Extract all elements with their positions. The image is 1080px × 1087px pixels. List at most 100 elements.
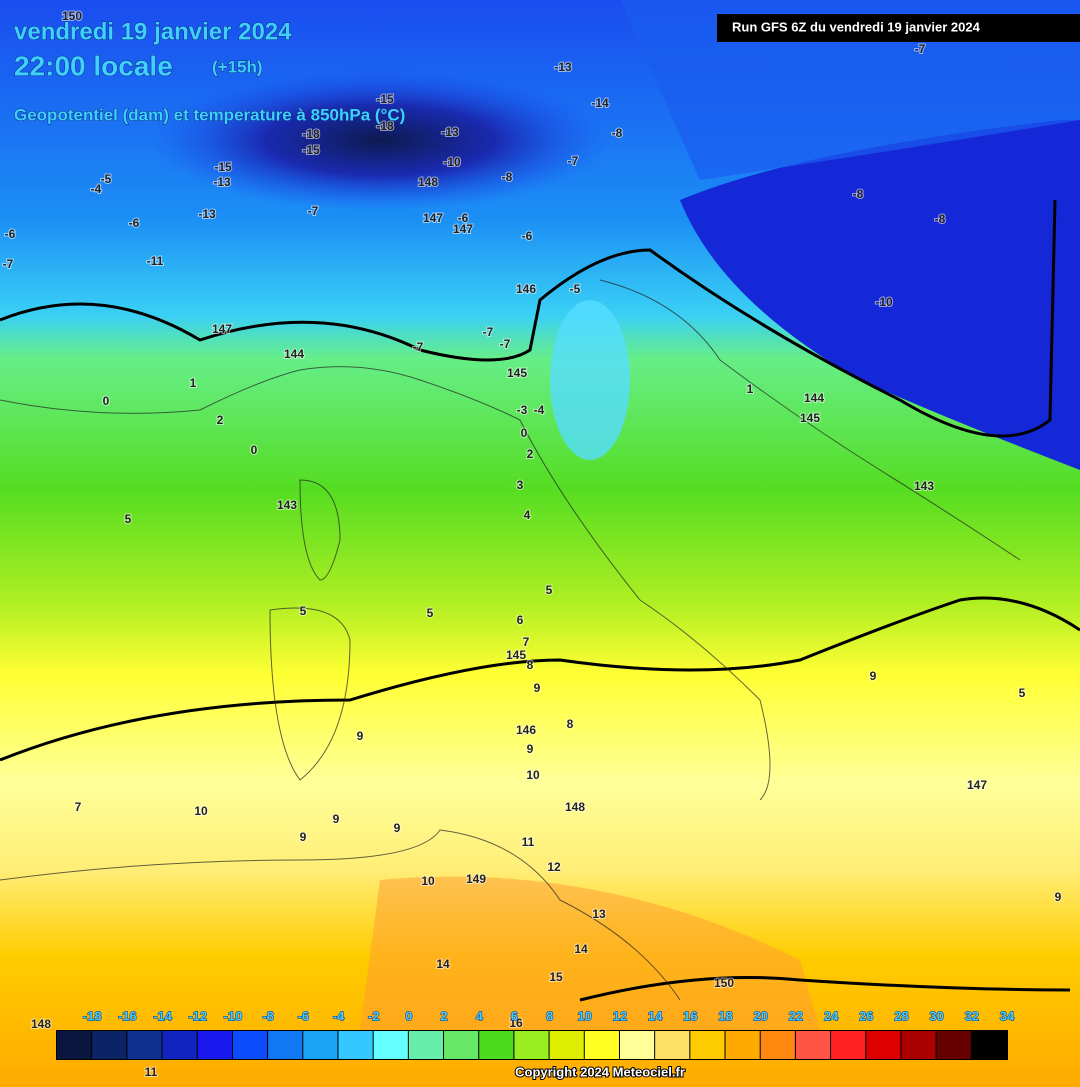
contour-label: 9 (527, 742, 534, 756)
contour-label: -8 (853, 187, 864, 201)
warm-area (360, 876, 820, 1030)
contour-label: -15 (376, 92, 394, 106)
colorbar-label: 16 (683, 1008, 697, 1023)
colorbar-cell (584, 1031, 619, 1059)
mild-area (550, 300, 630, 460)
coastline (0, 366, 771, 801)
contour-label: 5 (546, 583, 553, 597)
contour-label: 10 (421, 874, 435, 888)
contour-label: 148 (31, 1017, 51, 1031)
colorbar-label: 8 (546, 1008, 553, 1023)
isohypse (0, 199, 1057, 438)
colorbar-cell (92, 1031, 127, 1059)
contour-label: -7 (915, 42, 926, 56)
contour-label: 150 (714, 976, 734, 990)
contour-label: 143 (277, 498, 297, 512)
contour-label: -5 (101, 172, 112, 186)
colorbar-cell (760, 1031, 795, 1059)
contour-label: 1 (190, 376, 197, 390)
colorbar-cell (866, 1031, 901, 1059)
contour-label: 9 (394, 821, 401, 835)
contour-label: -4 (91, 182, 102, 196)
coastline (269, 607, 351, 781)
subtitle: Geopotentiel (dam) et temperature à 850h… (14, 105, 405, 124)
contour-label: 9 (870, 669, 877, 683)
copyright: Copyright 2024 Meteociel.fr (515, 1064, 685, 1079)
contour-label: -13 (441, 125, 459, 139)
isohypse (579, 976, 1071, 1002)
contour-label: 147 (967, 778, 987, 792)
contour-label: -10 (443, 155, 461, 169)
coastlines (0, 279, 1021, 1001)
cold-area (620, 0, 1080, 180)
colorbar-cell (971, 1031, 1006, 1059)
contour-label: 16 (509, 1016, 523, 1030)
run-box (717, 14, 1080, 42)
colorbar-label: 34 (1000, 1008, 1015, 1023)
colorbar-label: 4 (476, 1008, 484, 1023)
colorbar-label: 2 (440, 1008, 447, 1023)
contour-label: 14 (574, 942, 588, 956)
contour-label: 15 (549, 970, 563, 984)
contour-label: -5 (570, 282, 581, 296)
colorbar-cell (549, 1031, 584, 1059)
contour-label: 0 (251, 443, 258, 457)
colorbar-cell (127, 1031, 162, 1059)
contour-label: 11 (145, 1065, 158, 1079)
contour-label: 14 (436, 957, 450, 971)
run-label: Run GFS 6Z du vendredi 19 janvier 2024 (732, 19, 981, 34)
contour-label: -13 (213, 175, 231, 189)
contour-label: -7 (568, 154, 579, 168)
contour-label: -15 (302, 143, 320, 157)
contour-label: 9 (357, 729, 364, 743)
contour-label: 10 (194, 804, 208, 818)
colorbar-cell (514, 1031, 549, 1059)
contour-label: 7 (75, 800, 82, 814)
contour-label: -6 (458, 211, 469, 225)
contour-label: -7 (308, 204, 319, 218)
colorbar-cell (268, 1031, 303, 1059)
contour-label: 2 (217, 413, 224, 427)
colorbar-cell (57, 1031, 92, 1059)
contour-label: -8 (502, 170, 513, 184)
contour-label: 145 (800, 411, 820, 425)
contour-label: -7 (413, 340, 424, 354)
isohypse (0, 596, 1080, 762)
contour-label: 8 (567, 717, 574, 731)
contour-label: -11 (147, 254, 164, 268)
colorbar-cell (303, 1031, 338, 1059)
colorbar-cell (444, 1031, 479, 1059)
colorbar-cell (162, 1031, 197, 1059)
contour-label: 6 (517, 613, 524, 627)
colorbar-label: 26 (859, 1008, 873, 1023)
coastline (299, 479, 341, 581)
contour-label: 145 (507, 366, 527, 380)
colorbar-cell (619, 1031, 655, 1059)
colorbar-label: 30 (929, 1008, 943, 1023)
contour-label: 145 (506, 648, 526, 662)
contour-label: 4 (524, 508, 531, 522)
date: vendredi 19 janvier 2024 (14, 18, 292, 45)
colorbar-cell (655, 1031, 690, 1059)
colorbar-cell (408, 1031, 444, 1059)
colorbar-label: 32 (965, 1008, 979, 1023)
contour-label: 147 (453, 222, 473, 236)
colorbar-label: -2 (368, 1008, 380, 1023)
colorbar-label: 6 (511, 1008, 518, 1023)
contour-label: -8 (935, 212, 946, 226)
contour-label: 10 (526, 768, 540, 782)
isohypses (0, 199, 1080, 1002)
contour-label: -4 (534, 403, 545, 417)
contour-label: 9 (1055, 890, 1062, 904)
contour-label: 9 (534, 681, 541, 695)
colorbar-cell (479, 1031, 514, 1059)
colorbar-cell (901, 1031, 936, 1059)
colorbar-label: 20 (753, 1008, 767, 1023)
contour-label: 5 (125, 512, 132, 526)
colorbar-cell (936, 1031, 971, 1059)
colorbar: -18 -16 -14 -12 -10 -8 -6 -4 -2 0 2 4 6 8 10 12 14 16 18 20… (56, 1008, 1015, 1060)
colorbar-cell (831, 1031, 866, 1059)
contour-label: -18 (302, 127, 320, 141)
contour-label: 5 (300, 604, 307, 618)
